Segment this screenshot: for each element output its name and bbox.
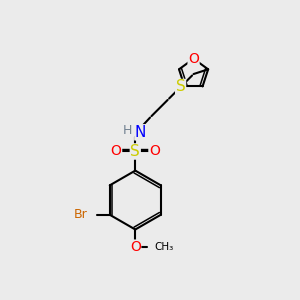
Text: Br: Br — [74, 208, 88, 221]
Text: O: O — [149, 145, 160, 158]
Text: O: O — [188, 52, 199, 66]
Text: N: N — [135, 125, 146, 140]
Text: O: O — [111, 145, 122, 158]
Text: S: S — [130, 144, 140, 159]
Text: O: O — [130, 240, 141, 254]
Text: S: S — [176, 80, 185, 94]
Text: H: H — [123, 124, 133, 137]
Text: CH₃: CH₃ — [154, 242, 174, 252]
